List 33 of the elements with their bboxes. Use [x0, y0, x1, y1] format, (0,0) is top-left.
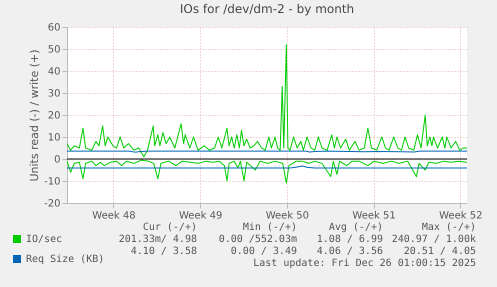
legend-label: IO/sec	[26, 234, 62, 245]
y-tick-label: -20	[44, 198, 60, 210]
x-tick-label: Week 50	[266, 210, 310, 222]
y-axis-title: Units read (-) / write (+)	[28, 49, 42, 182]
y-tick-label: 50	[48, 44, 60, 56]
x-tick-label: Week 51	[352, 210, 396, 222]
text: 1.08 / 6.99	[316, 234, 383, 245]
text: Cur (-/+)	[142, 222, 197, 233]
y-tick-label: 40	[48, 66, 60, 78]
x-tick-label: Week 52	[439, 210, 482, 222]
text: 20.51 / 4.05	[404, 246, 476, 257]
line-series	[67, 160, 467, 184]
text: 0.00 /552.03m	[218, 234, 297, 245]
text: Avg (-/+)	[328, 222, 383, 233]
chart-title: IOs for /dev/dm-2 - by month	[180, 2, 354, 16]
text: Min (-/+)	[242, 222, 297, 233]
legend-label: Req Size (KB)	[26, 254, 104, 265]
y-tick-label: 60	[48, 22, 60, 34]
y-tick-label: 30	[48, 88, 60, 100]
y-tick-label: -10	[44, 176, 60, 188]
text: 4.06 / 3.56	[316, 246, 383, 257]
y-tick-label: 10	[48, 132, 60, 144]
text: 240.97 / 1.00k	[392, 234, 476, 245]
x-tick-label: Week 49	[179, 210, 222, 222]
line-series	[67, 44, 467, 158]
text: 4.10 / 3.58	[130, 246, 197, 257]
x-tick-label: Week 48	[92, 210, 136, 222]
text: Last update: Fri Dec 26 01:00:15 2025	[253, 258, 476, 269]
text: Max (-/+)	[422, 222, 476, 233]
text: 0.00 / 3.49	[230, 246, 297, 257]
y-tick-label: 0	[54, 154, 60, 166]
y-tick-label: 20	[48, 110, 60, 122]
text: 201.33m/ 4.98	[118, 234, 197, 245]
